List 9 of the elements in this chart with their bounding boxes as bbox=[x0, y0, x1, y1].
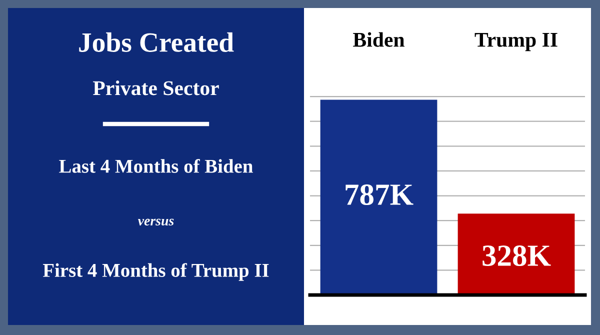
data-label: 328K bbox=[482, 245, 551, 266]
data-label: 787K bbox=[346, 184, 414, 206]
text: First 4 Months of Trump II bbox=[42, 263, 269, 281]
chart-title: Jobs Created bbox=[79, 32, 234, 52]
x-tick-label: Trump II bbox=[474, 33, 558, 52]
x-tick-label: Biden bbox=[353, 32, 404, 47]
text: versus bbox=[138, 218, 174, 226]
text: Last 4 Months of Biden bbox=[59, 158, 253, 173]
chart-subtitle: Private Sector bbox=[93, 80, 219, 96]
